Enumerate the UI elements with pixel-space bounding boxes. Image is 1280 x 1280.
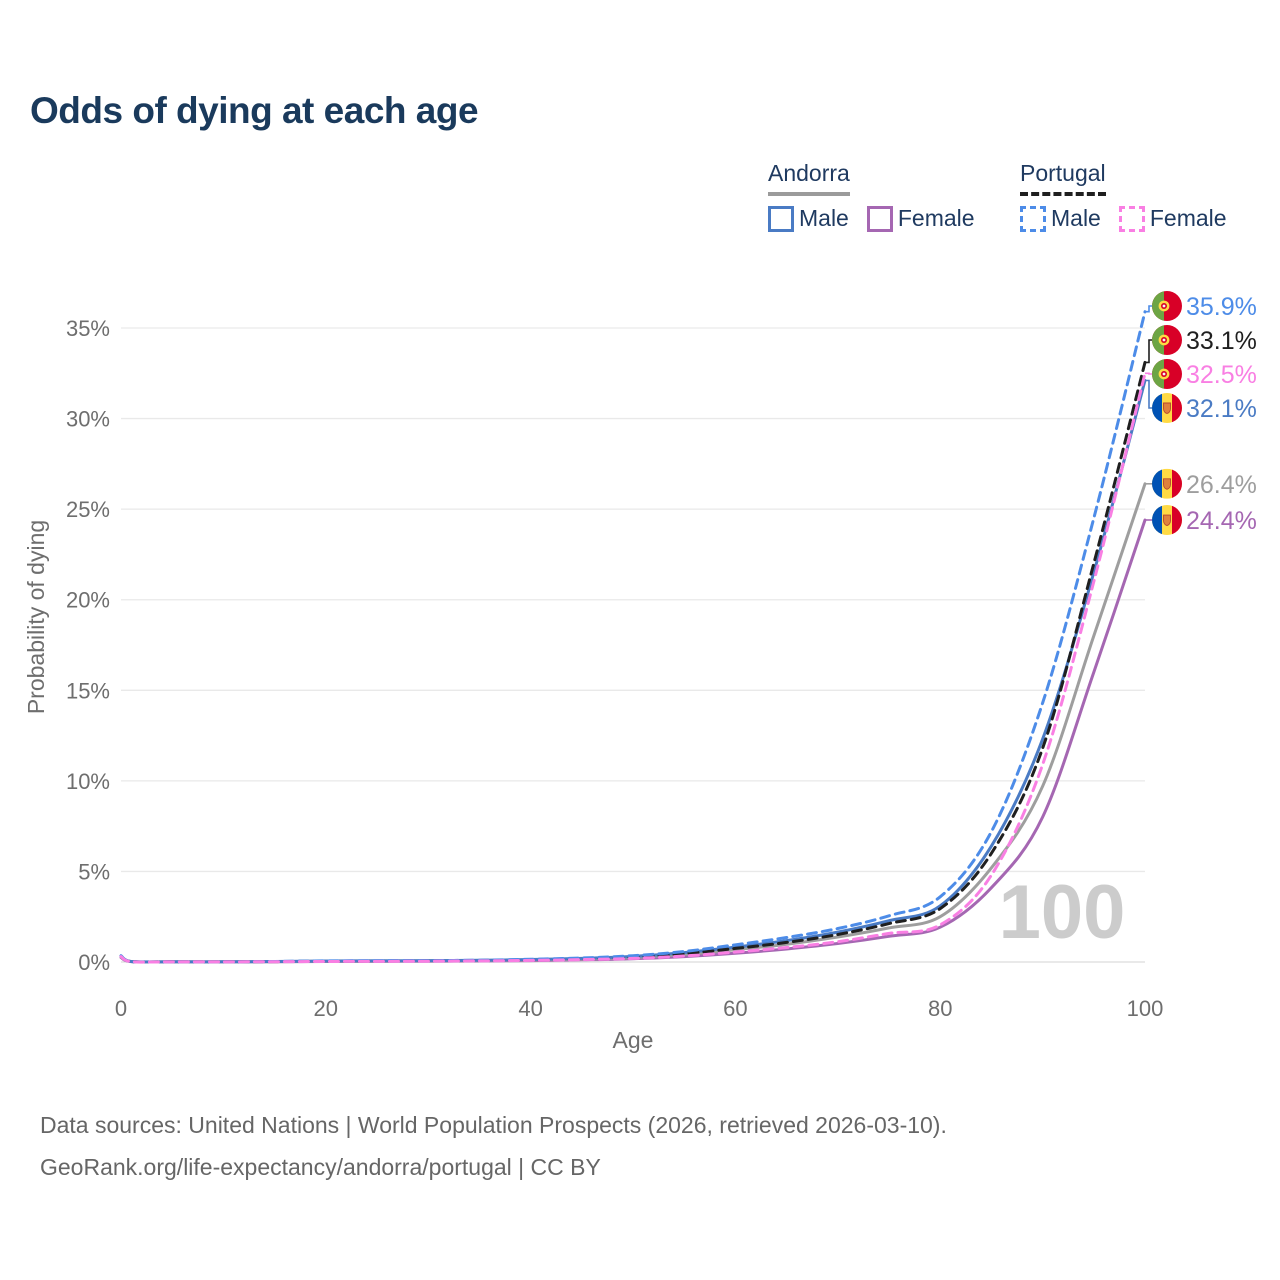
end-value-label-andorra-male: 32.1% xyxy=(1186,395,1257,423)
legend-item-andorra-male[interactable]: Male xyxy=(768,205,849,232)
x-tick-label: 40 xyxy=(518,996,542,1021)
legend-group-andorra: Andorra Male Female xyxy=(768,160,975,232)
legend-country-portugal[interactable]: Portugal xyxy=(1020,160,1106,196)
legend-item-label: Female xyxy=(897,205,975,231)
legend-item-portugal-female[interactable]: Female xyxy=(1118,205,1227,232)
source-line-2: GeoRank.org/life-expectancy/andorra/port… xyxy=(40,1154,601,1181)
end-value-label-portugal-female: 32.5% xyxy=(1186,361,1257,389)
end-value-label-portugal-male: 35.9% xyxy=(1186,293,1257,321)
flag-icon-andorra xyxy=(1152,505,1182,536)
y-tick-label: 20% xyxy=(66,588,110,613)
page-title: Odds of dying at each age xyxy=(30,90,479,131)
series-line-portugal-both xyxy=(119,360,1147,964)
legend-group-portugal: Portugal Male Female xyxy=(1020,160,1227,232)
end-label-leader xyxy=(1145,372,1152,375)
flag-icon-portugal xyxy=(1152,358,1182,389)
legend-swatch-portugal-female xyxy=(1118,205,1145,232)
legend-item-label: Female xyxy=(1149,205,1227,231)
end-label-leader xyxy=(1145,305,1152,313)
source-line-1: Data sources: United Nations | World Pop… xyxy=(40,1112,947,1138)
y-tick-label: 15% xyxy=(66,678,110,703)
flag-icon-portugal xyxy=(1152,290,1182,321)
hover-age-watermark: 100 xyxy=(999,870,1126,955)
flag-icon-andorra xyxy=(1152,392,1182,423)
x-axis-title: Age xyxy=(613,1027,654,1053)
legend-item-label: Male xyxy=(1051,205,1101,231)
flag-icon-portugal xyxy=(1152,324,1182,355)
y-axis-title: Probability of dying xyxy=(23,520,49,714)
series-line-portugal-male xyxy=(119,310,1147,964)
legend-swatch-andorra-male xyxy=(768,205,794,232)
y-tick-label: 10% xyxy=(66,769,110,794)
x-tick-label: 0 xyxy=(115,996,127,1021)
end-value-label-andorra-female: 24.4% xyxy=(1186,507,1257,535)
legend-swatch-andorra-female xyxy=(866,205,893,232)
legend-item-portugal-male[interactable]: Male xyxy=(1020,205,1101,232)
legend-item-andorra-female[interactable]: Female xyxy=(866,205,975,232)
y-tick-label: 30% xyxy=(66,407,110,432)
data-sources: Data sources: United Nations | World Pop… xyxy=(40,1104,947,1188)
end-label-leader xyxy=(1145,379,1152,409)
y-tick-label: 35% xyxy=(66,316,110,341)
x-tick-label: 20 xyxy=(314,996,338,1021)
legend-item-label: Male xyxy=(799,205,849,231)
series-line-andorra-female xyxy=(119,518,1147,964)
y-tick-label: 5% xyxy=(78,859,110,884)
end-value-label-portugal-both: 33.1% xyxy=(1186,327,1257,355)
legend-swatch-portugal-male xyxy=(1020,205,1046,232)
end-label-leader xyxy=(1145,339,1152,364)
y-tick-label: 25% xyxy=(66,497,110,522)
y-tick-label: 0% xyxy=(78,950,110,975)
flag-icon-andorra xyxy=(1152,468,1182,499)
legend-country-andorra[interactable]: Andorra xyxy=(768,160,850,196)
x-tick-label: 80 xyxy=(928,996,952,1021)
series-line-andorra-male xyxy=(119,379,1147,964)
series-line-portugal-female xyxy=(119,371,1147,964)
x-tick-label: 100 xyxy=(1127,996,1164,1021)
series-line-andorra-both xyxy=(119,482,1147,964)
end-value-label-andorra-both: 26.4% xyxy=(1186,471,1257,499)
x-tick-label: 60 xyxy=(723,996,747,1021)
